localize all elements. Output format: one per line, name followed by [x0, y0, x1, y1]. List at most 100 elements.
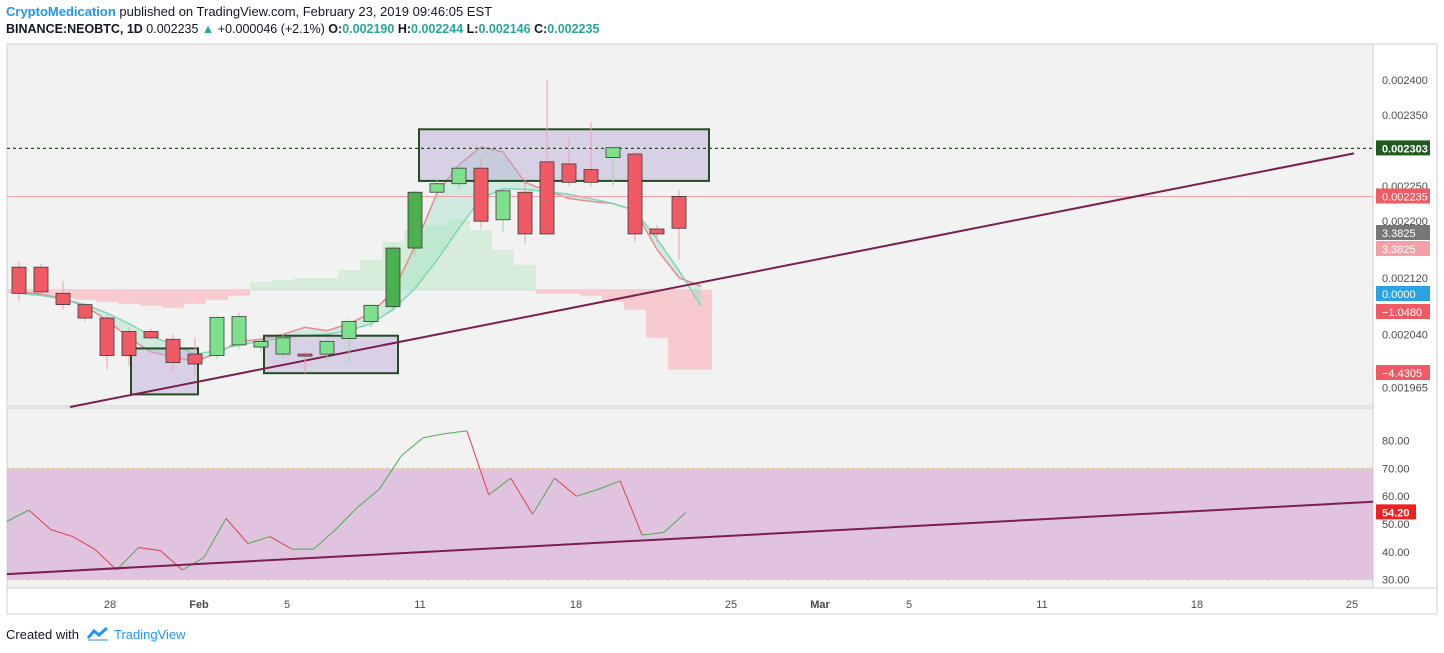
candle-body — [539, 161, 555, 235]
candle-body — [231, 316, 247, 346]
time-tick-label: 18 — [570, 599, 582, 611]
close-value: 0.002235 — [547, 22, 600, 36]
high-label: H: — [397, 22, 412, 36]
time-tick-label: 11 — [1036, 599, 1047, 611]
histogram-bar — [96, 289, 118, 302]
rsi-segment — [488, 477, 512, 496]
rsi-value-tag: 54.20 — [1382, 507, 1410, 519]
indicator-value-tag-bg — [1376, 304, 1430, 319]
histogram-bar — [316, 277, 338, 290]
indicator-value-tag-bg — [1376, 365, 1430, 380]
rsi-tick-label: 50.00 — [1382, 519, 1410, 531]
candle-body — [55, 292, 71, 306]
rsi-segment — [619, 480, 643, 536]
created-with: Created with — [6, 627, 79, 642]
histogram-bar — [558, 289, 580, 294]
rsi-segment — [269, 536, 292, 550]
histogram-bar — [470, 229, 492, 290]
histogram-bar — [514, 264, 536, 290]
rsi-segment — [357, 488, 380, 508]
rsi-tick-label: 70.00 — [1382, 463, 1410, 475]
candle-body — [341, 321, 357, 339]
rsi-segment — [6, 509, 30, 522]
rsi-segment — [532, 477, 555, 515]
candle-body — [429, 183, 445, 193]
indicator-value-tag: 0.0000 — [1382, 289, 1416, 301]
histogram-bar — [624, 289, 646, 310]
rsi-segment — [444, 430, 467, 435]
up-arrow-icon: ▲ — [201, 22, 215, 36]
trend-lines — [7, 147, 1373, 408]
ma-slow-line — [18, 187, 702, 355]
histogram-bar — [426, 225, 448, 290]
price-tick-label: 0.001965 — [1382, 382, 1428, 394]
author-link[interactable]: CryptoMedication — [6, 4, 116, 19]
candle-body — [33, 266, 49, 293]
rsi-segment — [510, 477, 534, 515]
candle-body — [275, 337, 291, 355]
symbol-label: BINANCE:NEOBTC, 1D — [6, 22, 143, 36]
rsi-segment — [50, 529, 73, 538]
time-tick-label: 18 — [1191, 599, 1203, 611]
tradingview-logo-icon — [86, 627, 108, 641]
rsi-segment — [94, 548, 117, 571]
time-tick-label: 5 — [906, 599, 912, 611]
rsi-segment — [138, 547, 161, 551]
candle-body — [363, 304, 379, 322]
rsi-value-tag-bg — [1376, 504, 1416, 520]
candle-body — [627, 153, 643, 235]
rsi-segment — [159, 550, 183, 571]
resistance-price-tag-bg — [1376, 140, 1430, 156]
time-tick-label: Feb — [189, 599, 209, 611]
candles — [11, 79, 687, 376]
time-axis — [6, 587, 1438, 615]
open-label: O: — [328, 22, 343, 36]
histogram-bar — [536, 289, 558, 294]
histogram-bar — [272, 279, 294, 290]
axis-labels: 0.0024000.0023500.0022500.0022000.002120… — [104, 75, 1430, 611]
rsi-segment — [335, 506, 358, 530]
rsi-segment — [400, 437, 424, 457]
price-tick-label: 0.002400 — [1382, 75, 1428, 87]
candle-body — [407, 191, 423, 249]
candle-body — [649, 228, 665, 235]
rsi-segment — [203, 518, 227, 558]
candle-body — [561, 163, 577, 183]
rsi-segment — [28, 509, 52, 530]
histogram-bar — [118, 289, 140, 304]
histogram-bar — [360, 259, 382, 290]
rsi-segment — [642, 531, 665, 536]
ohlc-legend: BINANCE:NEOBTC, 1D 0.002235 ▲ +0.000046 … — [6, 22, 599, 36]
change-value: +0.000046 (+2.1%) — [217, 22, 325, 36]
candle-body — [297, 353, 313, 357]
rsi-segment — [598, 480, 621, 490]
tradingview-link[interactable]: TradingView — [114, 627, 186, 642]
time-tick-label: 25 — [725, 599, 737, 611]
resistance-price-tag: 0.002303 — [1382, 143, 1428, 155]
candle-body — [583, 169, 599, 183]
histogram-bar — [228, 289, 250, 296]
histogram-bar — [294, 277, 316, 290]
histogram-bar — [668, 289, 690, 370]
high-value: 0.002244 — [411, 22, 464, 36]
candle-body — [671, 196, 687, 229]
rsi-trendline — [6, 500, 1374, 576]
histogram-bar — [162, 289, 184, 308]
candle-body — [319, 340, 335, 355]
rsi-indicator — [6, 430, 1374, 581]
indicator-value-tag-bg — [1376, 286, 1430, 301]
rsi-segment — [378, 455, 402, 490]
rsi-segment — [225, 518, 249, 544]
rsi-tick-label: 80.00 — [1382, 436, 1410, 448]
low-label: L: — [466, 22, 479, 36]
histogram-bar — [338, 269, 360, 290]
candle-body — [121, 331, 137, 356]
candle-body — [385, 247, 401, 308]
last-price-tag: 0.002235 — [1382, 191, 1428, 203]
supply-demand-zones — [130, 128, 710, 396]
zone-box — [130, 347, 199, 396]
histogram-bar — [250, 281, 272, 290]
publish-info: published on TradingView.com, February 2… — [119, 4, 493, 19]
last-price-tag-bg — [1376, 188, 1430, 204]
